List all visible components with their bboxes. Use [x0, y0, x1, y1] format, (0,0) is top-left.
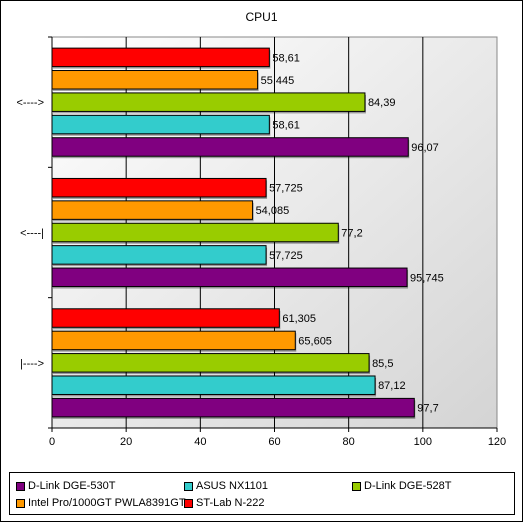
legend-swatch: [16, 498, 25, 508]
data-label: 57,725: [269, 183, 303, 195]
legend-label: ASUS NX1101: [196, 480, 268, 492]
legend-label: ST-Lab N-222: [196, 497, 265, 509]
bar-chart: 58,61 55,445 84,39 58,61 96,07 57,725 54,085 77…: [17, 36, 506, 448]
legend-swatch: [184, 481, 193, 491]
legend: D-Link DGE-530T ASUS NX1101 D-Link DGE-5…: [9, 472, 515, 515]
bar: [51, 245, 267, 265]
legend-swatch: [16, 481, 25, 491]
bar: [51, 92, 366, 112]
bar: [51, 137, 409, 157]
data-label: 85,5: [372, 358, 393, 370]
bar: [51, 114, 270, 135]
data-label: 84,39: [368, 97, 396, 109]
data-label: 95,745: [410, 272, 444, 284]
data-label: 58,61: [272, 120, 300, 132]
data-label: 57,725: [269, 250, 303, 262]
x-tick-label: 40: [194, 436, 206, 448]
category-label: |---->: [20, 358, 44, 370]
legend-label: D-Link DGE-528T: [364, 480, 452, 492]
data-label: 65,605: [298, 335, 332, 347]
bar: [51, 308, 280, 328]
legend-swatch: [352, 481, 361, 491]
data-label: 58,61: [272, 52, 300, 64]
data-label: 55,445: [261, 75, 295, 87]
bar: [51, 70, 259, 90]
data-label: 61,305: [282, 313, 316, 325]
category-label: <----|: [20, 228, 44, 240]
legend-label: D-Link DGE-530T: [28, 480, 116, 492]
bar: [51, 177, 267, 198]
bar: [51, 397, 415, 418]
data-label: 97,7: [417, 403, 438, 415]
bar: [51, 200, 254, 220]
data-label: 96,07: [411, 142, 439, 154]
x-tick-label: 100: [414, 436, 432, 448]
legend-label: Intel Pro/1000GT PWLA8391GT: [28, 497, 186, 509]
bars: 58,61 55,445 84,39 58,61 96,07 57,725 54,085 77…: [51, 47, 444, 419]
bar: [51, 267, 408, 288]
legend-item: D-Link DGE-528T: [352, 480, 451, 492]
bar: [51, 222, 339, 243]
bar: [51, 375, 376, 395]
data-label: 54,085: [256, 205, 290, 217]
legend-item: D-Link DGE-530T: [16, 480, 115, 492]
x-tick-label: 20: [120, 436, 132, 448]
bar: [51, 47, 270, 68]
chart-title: CPU1: [245, 10, 278, 24]
legend-item: ASUS NX1101: [184, 480, 268, 492]
data-label: 77,2: [341, 228, 362, 240]
category-label: <---->: [17, 97, 45, 109]
x-tick-label: 0: [49, 436, 55, 448]
x-tick-label: 120: [488, 436, 506, 448]
bar: [51, 353, 370, 373]
legend-swatch: [184, 498, 193, 508]
axes: 0 20 40 60 80 100 120 <----> <----| |---->: [17, 36, 506, 448]
data-label: 87,12: [378, 380, 406, 392]
legend-item: Intel Pro/1000GT PWLA8391GT: [16, 497, 186, 509]
legend-item: ST-Lab N-222: [184, 497, 264, 509]
x-tick-label: 60: [268, 436, 280, 448]
x-tick-label: 80: [343, 436, 355, 448]
bar: [51, 330, 296, 351]
